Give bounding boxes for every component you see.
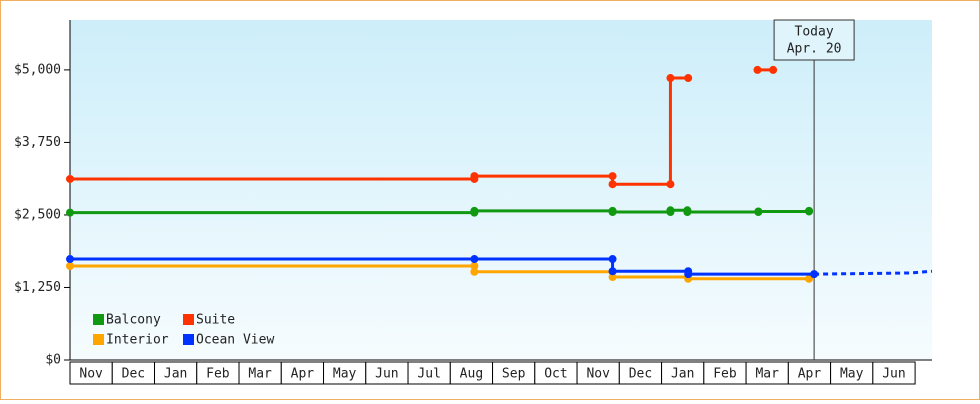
step-corner-marker bbox=[470, 262, 479, 271]
point-marker bbox=[666, 74, 675, 83]
y-tick-label: $3,750 bbox=[14, 135, 61, 150]
today-label: Today bbox=[795, 25, 834, 40]
point-marker bbox=[684, 270, 693, 279]
point-marker bbox=[754, 207, 763, 216]
point-marker bbox=[470, 206, 479, 215]
legend-swatch bbox=[93, 334, 104, 345]
point-marker bbox=[66, 174, 74, 183]
step-corner-marker bbox=[608, 172, 617, 181]
x-tick-label: Feb bbox=[206, 367, 230, 382]
point-marker bbox=[805, 206, 814, 215]
legend-swatch bbox=[183, 334, 194, 345]
point-marker bbox=[608, 208, 617, 217]
legend-label: Suite bbox=[196, 313, 235, 328]
x-tick-label: Feb bbox=[713, 367, 737, 382]
point-marker bbox=[684, 74, 693, 83]
y-tick-label: $2,500 bbox=[14, 207, 61, 222]
point-marker bbox=[470, 172, 479, 181]
x-tick-label: Jan bbox=[671, 367, 694, 382]
x-tick-label: May bbox=[840, 367, 864, 382]
x-tick-label: Nov bbox=[586, 367, 610, 382]
point-marker bbox=[66, 255, 74, 264]
x-tick-label: Jun bbox=[375, 367, 398, 382]
today-box bbox=[773, 19, 855, 61]
x-tick-label: Apr bbox=[291, 367, 315, 382]
legend-label: Ocean View bbox=[196, 333, 274, 348]
x-tick-label: Oct bbox=[544, 367, 567, 382]
point-marker bbox=[66, 262, 74, 271]
x-tick-label: Dec bbox=[122, 367, 145, 382]
x-tick-cell bbox=[872, 361, 916, 385]
x-tick-label: Mar bbox=[248, 367, 272, 382]
point-marker bbox=[470, 255, 479, 264]
x-tick-label: Aug bbox=[460, 367, 483, 382]
x-tick-label: Apr bbox=[798, 367, 822, 382]
point-marker bbox=[470, 267, 479, 276]
x-tick-label: Jan bbox=[164, 367, 187, 382]
step-corner-marker bbox=[666, 180, 675, 189]
x-tick-label: Dec bbox=[629, 367, 652, 382]
y-tick-label: $1,250 bbox=[14, 280, 61, 295]
x-tick-label: Sep bbox=[502, 367, 526, 382]
point-marker bbox=[753, 65, 762, 74]
point-marker bbox=[805, 274, 814, 283]
x-tick-label: Nov bbox=[79, 367, 103, 382]
step-corner-marker bbox=[608, 255, 617, 264]
point-marker bbox=[608, 273, 617, 282]
point-marker bbox=[769, 65, 778, 74]
today-label: Apr. 20 bbox=[787, 42, 842, 57]
point-marker bbox=[608, 267, 617, 276]
plot-area bbox=[70, 20, 932, 360]
point-marker bbox=[666, 206, 675, 215]
legend-label: Interior bbox=[106, 333, 169, 348]
x-tick-label: May bbox=[333, 367, 357, 382]
legend-swatch bbox=[183, 314, 194, 325]
legend-label: Balcony bbox=[106, 313, 161, 328]
x-tick-label: Jun bbox=[882, 367, 905, 382]
y-tick-label: $5,000 bbox=[14, 62, 61, 77]
x-tick-label: Jul bbox=[417, 367, 440, 382]
x-tick-label: Mar bbox=[755, 367, 779, 382]
point-marker bbox=[683, 208, 692, 217]
point-marker bbox=[66, 208, 74, 217]
point-marker bbox=[608, 180, 617, 189]
legend-swatch bbox=[93, 314, 104, 325]
y-tick-label: $0 bbox=[45, 353, 61, 368]
forecast-line bbox=[814, 269, 933, 276]
